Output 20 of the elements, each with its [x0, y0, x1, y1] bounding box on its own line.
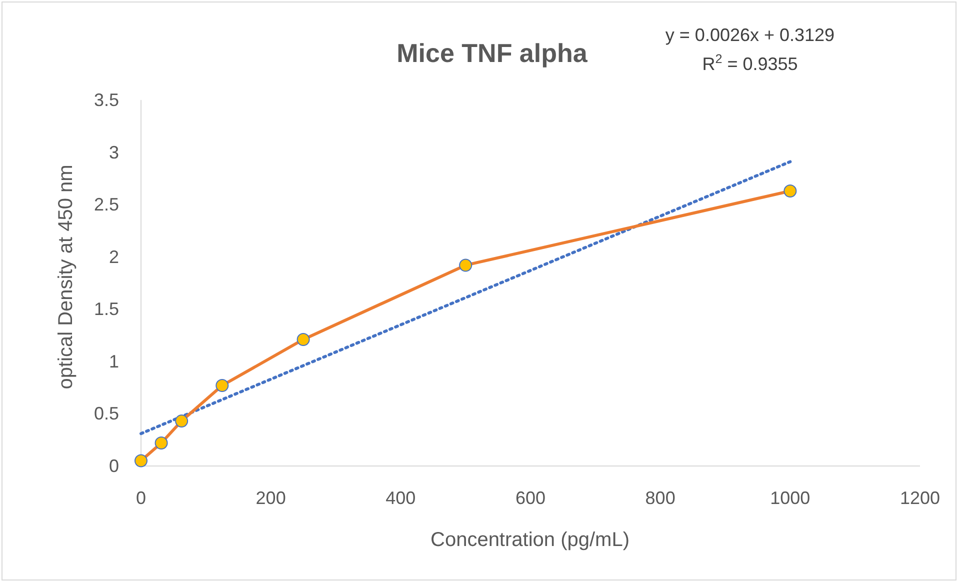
y-tick-label: 1: [108, 351, 119, 372]
y-tick-label: 2: [108, 246, 119, 267]
x-tick-label: 800: [645, 488, 676, 508]
y-tick-label: 1.5: [94, 299, 119, 320]
x-tick-label: 1000: [770, 488, 810, 508]
chart-title: Mice TNF alpha: [396, 38, 588, 68]
text: R$^{2}$ = 0.9355: [702, 52, 798, 74]
y-tick-label: 3.5: [94, 90, 119, 110]
x-tick-label: 200: [256, 488, 286, 508]
x-tick-label: 400: [386, 488, 416, 508]
x-axis-title: Concentration (pg/mL): [430, 529, 630, 551]
y-axis-title: optical Density at 450 nm: [55, 164, 77, 390]
x-tick-label: 1200: [900, 488, 940, 508]
x-tick-label: 0: [136, 488, 146, 508]
x-tick-label: 600: [515, 488, 546, 508]
y-tick-label: 0.5: [94, 404, 119, 424]
text: y = 0.0026x + 0.3129: [665, 25, 835, 45]
y-tick-label: 3: [108, 142, 119, 162]
y-tick-label: 2.5: [94, 194, 119, 215]
y-tick-label: 0: [108, 456, 119, 476]
